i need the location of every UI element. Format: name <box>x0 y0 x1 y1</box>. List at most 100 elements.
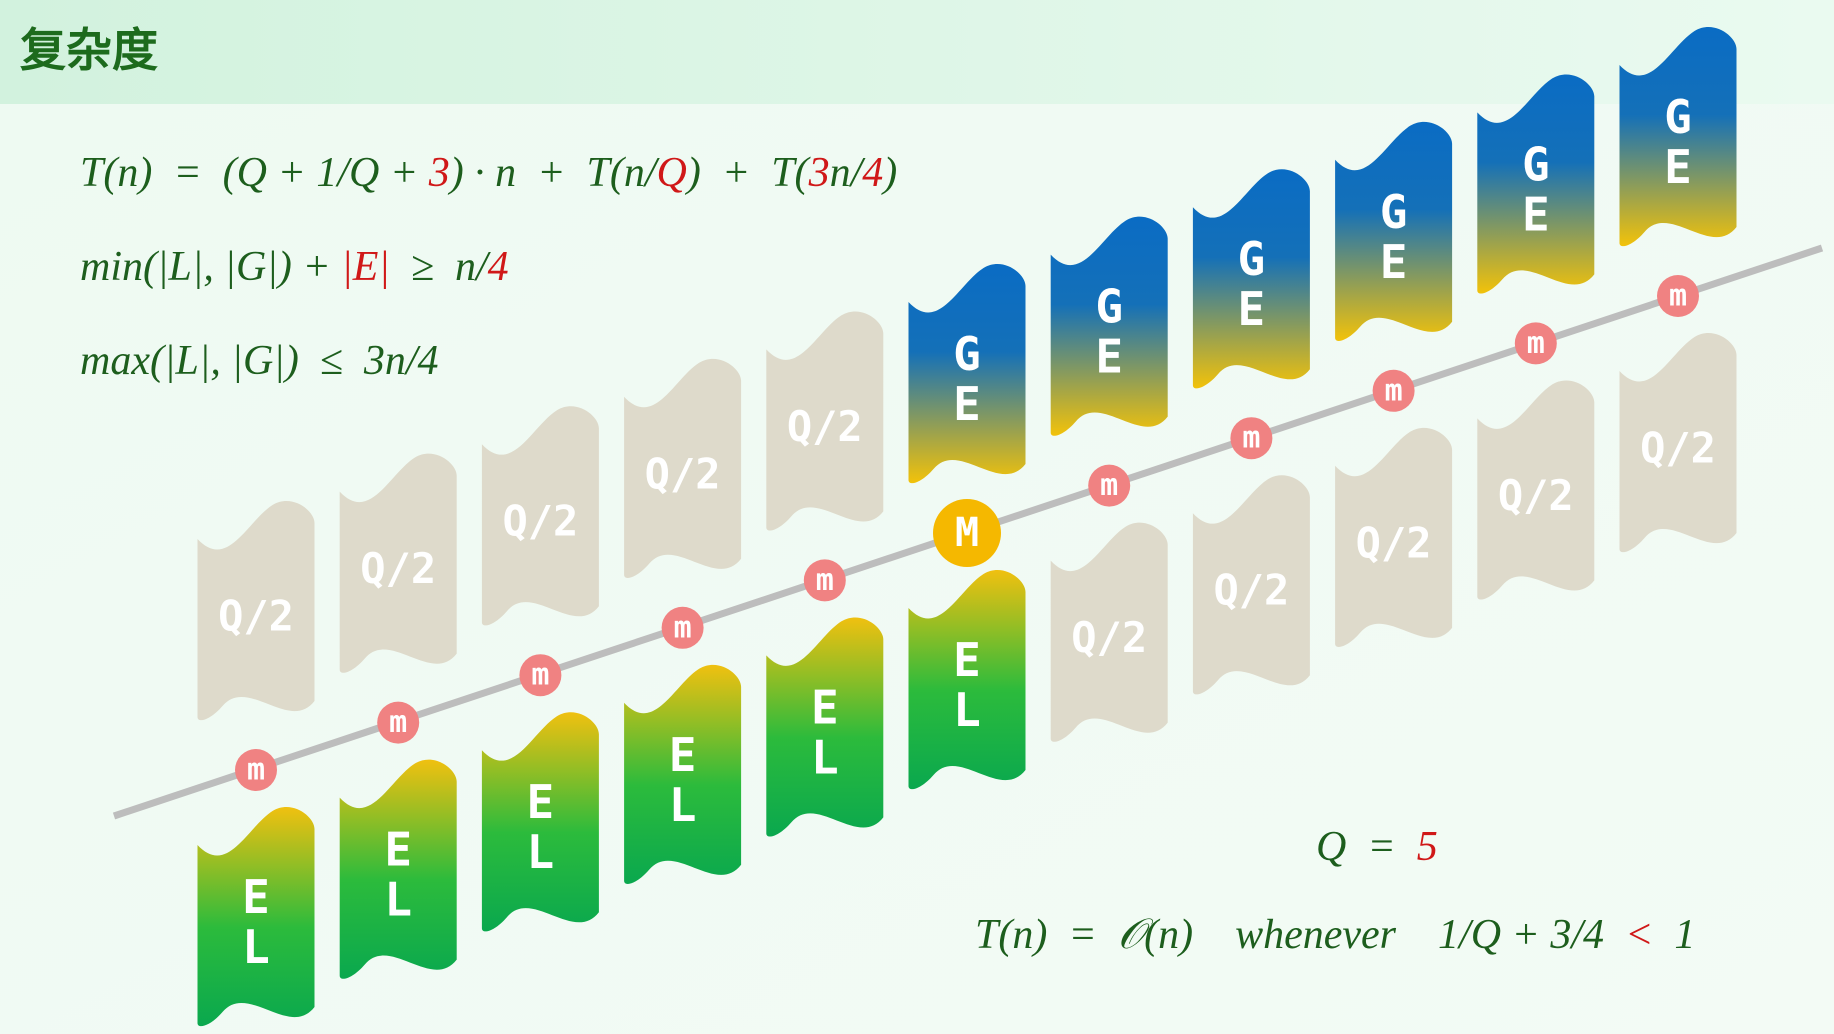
block-label: E <box>1238 282 1266 336</box>
formula-part: 3 <box>808 150 830 196</box>
block-label: G <box>1380 185 1408 239</box>
block-plain <box>624 358 742 578</box>
formula-part: T(n) = 𝒪(n) whenever 1/Q + 3/4 <box>975 912 1625 958</box>
block-label: L <box>242 920 270 974</box>
formula: min(|L|, |G|) + |E| ≥ n/4 <box>80 244 509 290</box>
block-label: E <box>953 633 981 687</box>
formula-part: T(n) = (Q + 1/Q + <box>80 150 429 196</box>
block-label: E <box>811 680 839 734</box>
columns: Q/2ELmQ/2ELmQ/2ELmQ/2ELmQ/2ELmGEELMGEQ/2… <box>197 27 1737 1027</box>
median-label: m <box>247 753 265 788</box>
block-label: Q/2 <box>360 544 436 593</box>
median-marker <box>1514 322 1557 365</box>
block-el <box>908 570 1026 790</box>
formula-part: ≥ n/ <box>390 244 491 290</box>
header-bar <box>0 0 1834 104</box>
block-ge <box>1050 216 1168 436</box>
block-ge <box>1477 74 1595 294</box>
median-label: m <box>1527 326 1545 361</box>
block-plain <box>1050 522 1168 742</box>
column: GE Q/2 m <box>1619 27 1737 553</box>
block-label: Q/2 <box>1213 566 1289 615</box>
block-plain <box>1335 427 1453 647</box>
block-label: Q/2 <box>502 497 578 546</box>
block-ge <box>1192 169 1310 389</box>
block-plain <box>197 501 315 721</box>
median-label: m <box>531 658 549 693</box>
formula-part: |E| <box>341 244 390 290</box>
block-label: G <box>1664 90 1692 144</box>
block-el <box>624 664 742 884</box>
block-el <box>766 617 884 837</box>
formula-part: max(|L|, |G|) ≤ 3n/4 <box>80 338 439 384</box>
formula-part: 4 <box>862 150 883 196</box>
median-marker <box>1372 369 1415 412</box>
block-label: E <box>669 728 697 782</box>
block-ge <box>908 264 1026 484</box>
block-plain <box>1192 475 1310 695</box>
block-label: L <box>953 683 981 737</box>
block-plain <box>766 311 884 531</box>
block-label: G <box>1238 232 1266 286</box>
block-plain <box>1619 333 1737 553</box>
formula-part: ) + T( <box>685 150 812 196</box>
formula: Q = 5 <box>1316 824 1438 870</box>
formulas: T(n) = (Q + 1/Q + 3) · n + T(n/Q) + T(3n… <box>80 150 1695 958</box>
formula-part: n/ <box>830 150 866 196</box>
block-label: E <box>384 823 412 877</box>
median-label: m <box>389 705 407 740</box>
column: Q/2 ELm <box>766 311 884 837</box>
formula-part: ) · n + T(n/ <box>448 150 660 196</box>
formula-part: min(|L|, |G|) + <box>80 244 341 290</box>
median-marker <box>661 606 704 649</box>
formula: max(|L|, |G|) ≤ 3n/4 <box>80 338 439 384</box>
block-label: L <box>527 825 555 879</box>
median-marker <box>1657 275 1699 317</box>
block-label: L <box>384 873 412 927</box>
formula-part: Q <box>657 150 687 196</box>
block-label: E <box>527 775 555 829</box>
column: GE Q/2 m <box>1477 74 1595 600</box>
block-label: E <box>953 377 981 431</box>
block-ge <box>1335 121 1453 341</box>
block-plain <box>481 406 599 626</box>
block-label: Q/2 <box>645 449 721 498</box>
median-label: m <box>1669 279 1687 314</box>
block-label: Q/2 <box>1071 613 1147 662</box>
block-label: Q/2 <box>1640 424 1716 473</box>
column: Q/2 ELm <box>339 453 457 979</box>
median-marker <box>1088 464 1131 507</box>
block-label: Q/2 <box>1498 471 1574 520</box>
block-plain <box>339 453 457 673</box>
formula-part: 5 <box>1417 824 1438 870</box>
block-label: Q/2 <box>787 402 863 451</box>
block-label: E <box>1664 140 1692 194</box>
median-marker <box>235 749 277 791</box>
median-marker <box>803 559 846 602</box>
column: GE Q/2 m <box>1335 121 1453 647</box>
slide-title: 复杂度 <box>20 23 158 77</box>
median-label: M <box>955 510 979 556</box>
median-label: m <box>674 610 692 645</box>
block-ge <box>1619 27 1737 247</box>
block-label: Q/2 <box>218 592 294 641</box>
median-label: m <box>1100 468 1118 503</box>
block-label: L <box>811 730 839 784</box>
column: Q/2 ELm <box>481 406 599 932</box>
median-marker <box>933 499 1001 567</box>
formula-part: 1 <box>1653 912 1695 958</box>
column: GE Q/2 m <box>1050 216 1168 742</box>
block-label: E <box>242 870 270 924</box>
column: GE Q/2 m <box>1192 169 1310 695</box>
median-marker <box>1230 417 1273 460</box>
block-label: E <box>1095 330 1123 384</box>
block-label: G <box>953 327 981 381</box>
median-label: m <box>1385 373 1403 408</box>
block-el <box>481 712 599 932</box>
formula: T(n) = 𝒪(n) whenever 1/Q + 3/4 < 1 <box>975 912 1695 958</box>
block-plain <box>1477 380 1595 600</box>
formula-part: 3 <box>428 150 450 196</box>
median-marker <box>377 701 420 744</box>
